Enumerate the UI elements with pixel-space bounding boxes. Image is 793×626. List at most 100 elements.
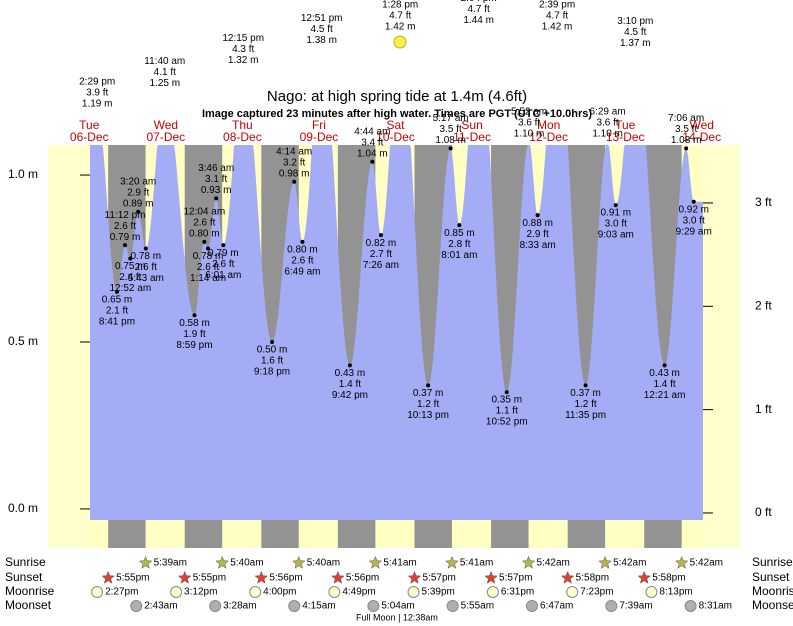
row-label: Moonset — [752, 598, 793, 612]
tide-label: 12:15 pm — [222, 33, 264, 44]
sunrise-time: 5:42am — [613, 558, 646, 569]
tide-label: 11:12 pm — [105, 210, 146, 221]
tide-area — [90, 145, 703, 520]
moonset-icon — [525, 600, 538, 612]
day-name: Wed — [154, 118, 178, 132]
tide-label: 1.42 m — [385, 21, 416, 32]
tide-label: 1.42 m — [542, 21, 573, 32]
day-date: 12-Dec — [529, 130, 568, 144]
sunset-icon — [407, 570, 422, 584]
day-date: 06-Dec — [70, 130, 109, 144]
tide-point — [347, 363, 352, 368]
tide-label: 1.2 ft — [574, 399, 596, 410]
tide-point — [457, 223, 462, 228]
tide-label: 2:04 pm — [461, 0, 497, 4]
tide-label: 1.38 m — [306, 35, 337, 46]
tide-point — [143, 246, 148, 251]
row-label: Moonrise — [752, 584, 793, 598]
sunset-icon — [254, 570, 269, 584]
moonset-time: 3:28am — [223, 601, 256, 612]
tide-point — [114, 289, 119, 294]
tide-point — [300, 239, 305, 244]
day-name: Sun — [461, 118, 482, 132]
tide-label: 3.6 ft — [596, 117, 618, 128]
tide-label: 3:46 am — [198, 163, 234, 174]
row-label: Sunrise — [752, 555, 793, 569]
tide-label: 9:18 pm — [254, 367, 290, 378]
tide-label: 2.6 ft — [135, 262, 157, 273]
day-date: 14-Dec — [682, 130, 721, 144]
tide-label: 0.79 m — [208, 248, 239, 259]
moonrise-icon — [91, 586, 104, 598]
moonrise-icon — [407, 586, 420, 598]
day-name: Fri — [312, 118, 326, 132]
row-label: Sunset — [5, 570, 43, 584]
tide-label: 0.82 m — [366, 238, 397, 249]
tide-label: 1.2 ft — [417, 399, 439, 410]
tide-label: 12:04 am — [183, 206, 225, 217]
moonrise-time: 2:27pm — [105, 587, 138, 598]
tide-label: 3.1 ft — [205, 174, 227, 185]
tide-label: 1.6 ft — [261, 356, 283, 367]
sunrise-icon — [521, 555, 536, 569]
sunset-time: 5:58pm — [652, 573, 685, 584]
tide-label: 2.6 ft — [291, 255, 313, 266]
y2-tick-label: 2 ft — [755, 298, 772, 312]
moonset-icon — [446, 600, 459, 612]
moonset-icon — [130, 600, 143, 612]
tide-label: 6:49 am — [284, 266, 320, 277]
day-date: 09-Dec — [300, 130, 339, 144]
tide-label: 8:59 pm — [176, 340, 212, 351]
sunset-icon — [101, 570, 115, 584]
moonrise-time: 8:13pm — [659, 587, 692, 598]
tide-point — [292, 179, 297, 184]
tide-point — [504, 390, 509, 395]
tide-label: 7:26 am — [363, 260, 399, 271]
tide-label: 4.1 ft — [154, 67, 176, 78]
row-label: Sunset — [752, 570, 790, 584]
y2-tick-label: 1 ft — [755, 402, 772, 416]
tide-label: 9:29 am — [676, 226, 712, 237]
tide-point — [691, 199, 696, 204]
tide-point — [202, 239, 207, 244]
sunrise-time: 5:41am — [383, 558, 416, 569]
sunset-time: 5:57pm — [499, 573, 532, 584]
tide-label: 1.08 m — [671, 135, 702, 146]
moonrise-icon — [566, 586, 579, 598]
moonrise-icon — [170, 586, 183, 598]
tide-label: 2.6 ft — [197, 262, 219, 273]
moonset-time: 2:43am — [144, 601, 177, 612]
y2-tick-label: 0 ft — [755, 505, 772, 519]
sunrise-icon — [291, 555, 306, 569]
tide-label: 4.3 ft — [232, 44, 254, 55]
day-name: Sat — [387, 118, 406, 132]
tide-label: 3.5 ft — [440, 124, 462, 135]
tide-point — [214, 196, 219, 201]
tide-label: 0.58 m — [179, 318, 210, 329]
moonset-time: 8:31am — [699, 601, 732, 612]
moonset-icon — [605, 600, 618, 612]
tide-label: 8:33 am — [520, 240, 556, 251]
moonset-icon — [684, 600, 697, 612]
tide-label: 4:14 am — [276, 146, 312, 157]
moonrise-time: 6:31pm — [501, 587, 534, 598]
day-name: Thu — [232, 118, 253, 132]
moonrise-time: 5:39pm — [422, 587, 455, 598]
sunset-time: 5:56pm — [346, 573, 379, 584]
tide-label: 6:29 am — [590, 106, 626, 117]
sunset-icon — [637, 570, 652, 584]
tide-label: 0.80 m — [189, 228, 220, 239]
tide-label: 6:01 am — [205, 270, 241, 281]
sunset-icon — [560, 570, 575, 584]
tide-label: 3.0 ft — [683, 215, 705, 226]
moonrise-time: 4:49pm — [342, 587, 375, 598]
tide-label: 1.25 m — [149, 78, 180, 89]
row-label: Moonrise — [5, 584, 55, 598]
tide-label: 12:21 am — [644, 390, 686, 401]
moonset-icon — [209, 600, 222, 612]
sunrise-icon — [138, 555, 153, 569]
tide-point — [583, 383, 588, 388]
y-tick-label: 1.0 m — [8, 167, 38, 181]
tide-label: 2.1 ft — [106, 306, 128, 317]
tide-label: 1.32 m — [228, 55, 259, 66]
